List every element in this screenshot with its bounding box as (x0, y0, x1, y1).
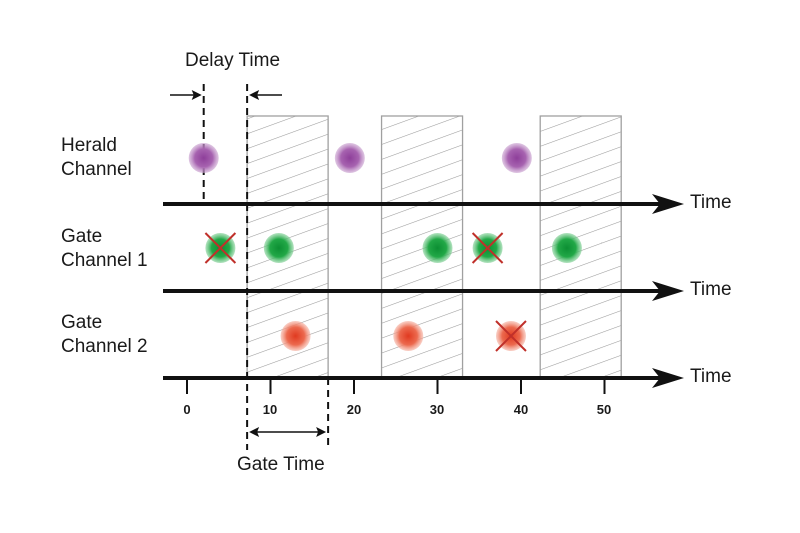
time-axis-label-gate2: Time (690, 366, 732, 387)
tick-label-0: 0 (183, 402, 191, 417)
arrowhead-icon (191, 90, 202, 100)
tick-label-50: 50 (596, 402, 612, 417)
herald-photon-icon (501, 143, 532, 173)
time-axis-label-herald: Time (690, 192, 732, 213)
photon-events (188, 143, 582, 352)
cross-icon (495, 320, 527, 352)
axis-arrowhead-icon (652, 368, 684, 388)
arrowhead-icon (316, 427, 327, 437)
herald-photon-icon (188, 143, 219, 173)
tick-label-40: 40 (513, 402, 529, 417)
tick-label-30: 30 (429, 402, 445, 417)
herald-photon-icon (334, 143, 365, 173)
time-axes (163, 194, 684, 394)
delay-time-label: Delay Time (185, 50, 281, 71)
axis-arrowhead-icon (652, 194, 684, 214)
herald-channel-label: Herald Channel (61, 135, 132, 180)
arrowhead-icon (249, 427, 260, 437)
tick-label-20: 20 (346, 402, 362, 417)
cross-icon (204, 232, 237, 264)
gate2-photon-icon (393, 321, 424, 351)
gate2-photon-icon (280, 321, 311, 351)
time-axis-label-gate1: Time (690, 279, 732, 300)
arrowhead-icon (249, 90, 260, 100)
cross-icon (471, 232, 504, 264)
tick-label-10: 10 (262, 402, 278, 417)
gate1-photon-icon (263, 233, 294, 263)
axis-arrowhead-icon (652, 281, 684, 301)
gate-channel-1-label: Gate Channel 1 (61, 226, 148, 271)
gate-time-label: Gate Time (237, 454, 325, 475)
gate1-photon-icon (551, 233, 582, 263)
gate-channel-2-label: Gate Channel 2 (61, 312, 148, 357)
gate1-photon-icon (422, 233, 453, 263)
